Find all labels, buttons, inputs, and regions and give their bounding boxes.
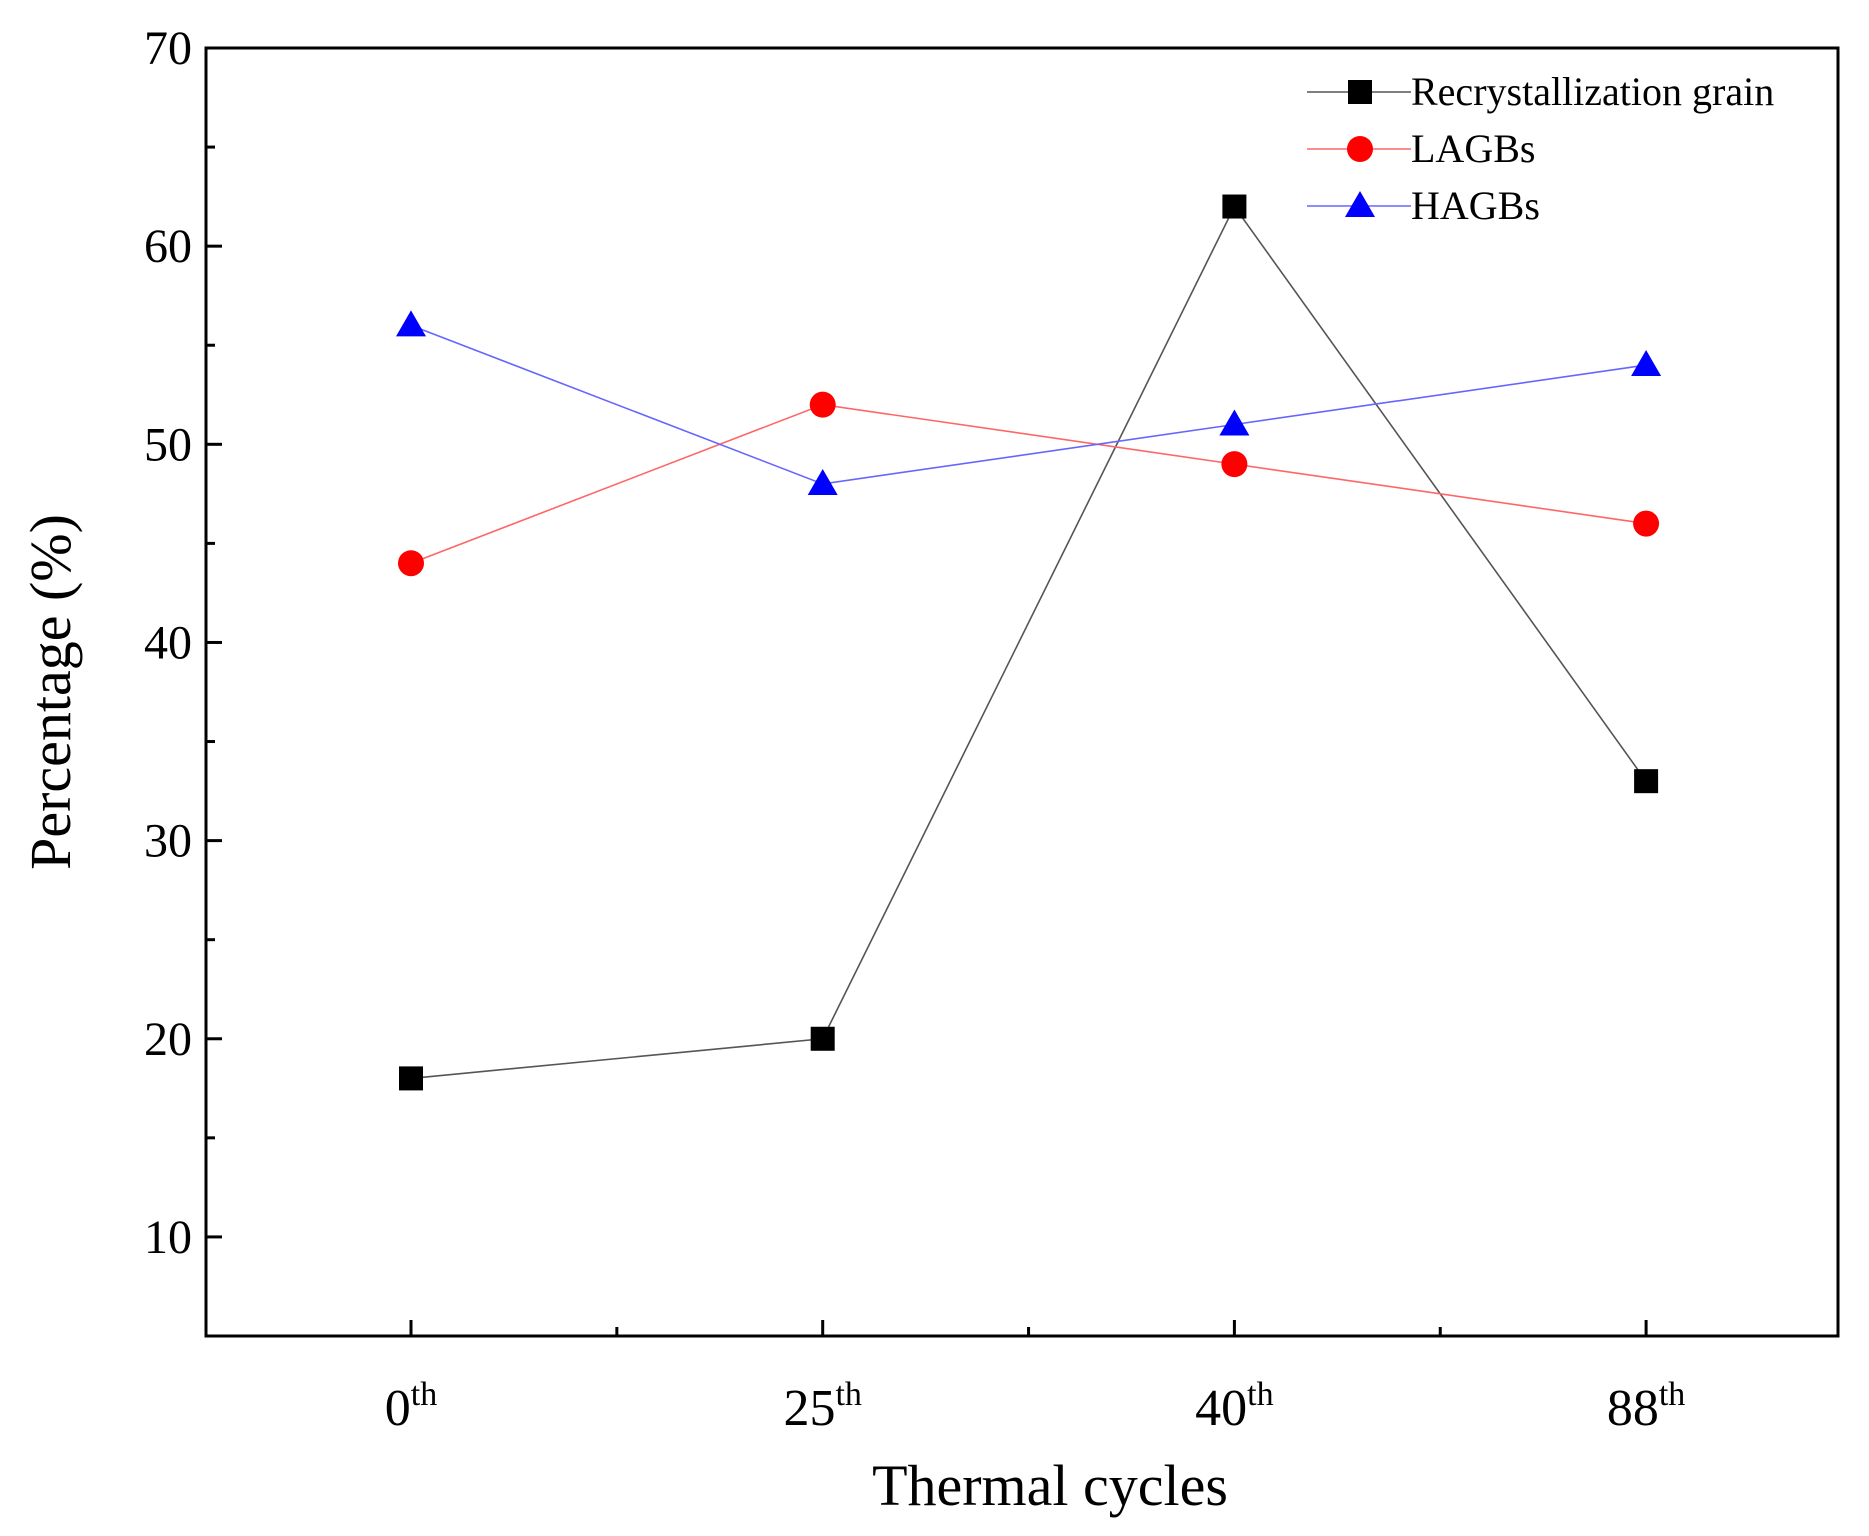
data-point (1634, 769, 1659, 794)
legend-label: HAGBs (1411, 183, 1540, 228)
legend: Recrystallization grain LAGBs HAGBs (1307, 69, 1774, 228)
y-tick-label: 60 (144, 220, 192, 273)
data-point (1219, 409, 1250, 436)
y-tick-label: 50 (144, 418, 192, 471)
x-tick-label: 0th (385, 1376, 437, 1437)
series-line-0 (410, 204, 1647, 1080)
series-line-1 (410, 403, 1647, 564)
data-point (809, 391, 836, 418)
data-point (807, 468, 838, 495)
y-tick-label: 10 (144, 1211, 192, 1264)
data-point (396, 310, 426, 337)
series-line-2 (410, 324, 1647, 485)
x-tick-label: 88th (1607, 1376, 1685, 1437)
y-tick-label: 40 (144, 616, 192, 669)
data-point (1631, 350, 1662, 377)
data-point (398, 550, 424, 577)
data-point (1221, 451, 1248, 478)
x-tick-label: 25th (783, 1376, 861, 1437)
legend-marker (1348, 80, 1372, 104)
y-axis-label: Percentage (%) (18, 514, 83, 870)
y-tick-label: 20 (144, 1013, 192, 1066)
y-tick-label: 70 (144, 22, 192, 75)
legend-label: Recrystallization grain (1411, 69, 1774, 114)
legend-marker (1345, 191, 1375, 217)
legend-label: LAGBs (1411, 126, 1535, 171)
y-tick-label: 30 (144, 815, 192, 868)
data-point (399, 1066, 423, 1091)
data-point (1222, 194, 1247, 219)
data-point (810, 1026, 835, 1051)
data-point (1633, 510, 1660, 537)
x-tick-label: 40th (1195, 1376, 1273, 1437)
plot-frame (204, 46, 1840, 1338)
x-axis-label: Thermal cycles (872, 1453, 1228, 1518)
legend-marker (1347, 136, 1373, 162)
